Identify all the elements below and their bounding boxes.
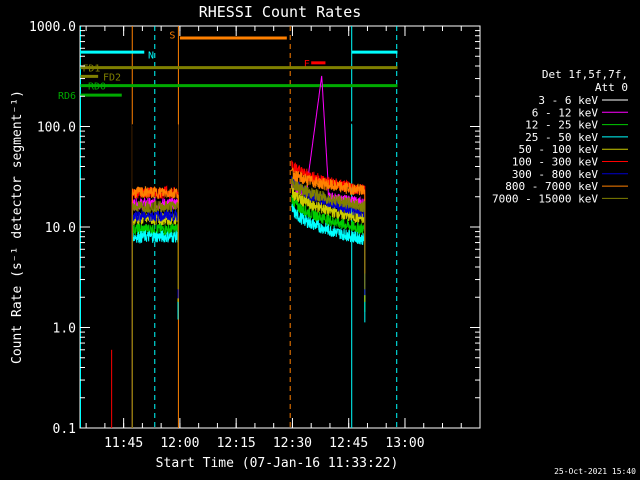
y-axis-ticks: 1000.0 100.0 10.0 1.0 0.1 [29, 20, 480, 437]
y-axis-label: Count Rate (s⁻¹ detector segment⁻¹) [10, 90, 25, 364]
x-tick-label: 11:45 [104, 436, 143, 451]
legend-label: 6 - 12 keV [532, 106, 599, 119]
x-tick-label: 12:00 [160, 436, 199, 451]
series-lines [131, 75, 366, 429]
footer-date: 25-Oct-2021 15:40 [554, 467, 636, 476]
series-line [131, 75, 366, 429]
flag-label-rd0: RD0 [88, 82, 106, 93]
legend-label: 12 - 25 keV [525, 119, 598, 132]
y-tick-label: 10.0 [45, 221, 76, 236]
chart-title: RHESSI Count Rates [199, 3, 362, 21]
legend-label: 25 - 50 keV [525, 131, 598, 144]
legend-label: 3 - 6 keV [538, 94, 598, 107]
series-line [131, 176, 366, 429]
legend-header-line1: Det 1f,5f,7f, [542, 68, 628, 81]
x-tick-label: 12:15 [217, 436, 256, 451]
x-axis-ticks: 11:45 12:00 12:15 12:30 12:45 13:00 [85, 26, 462, 451]
series-line [131, 81, 366, 429]
flag-label-fd1: FD1 [82, 64, 100, 75]
y-tick-label: 100.0 [37, 121, 76, 136]
y-tick-label: 1.0 [53, 322, 76, 337]
flag-label-rd6: RD6 [58, 91, 76, 102]
x-tick-label: 13:00 [385, 436, 424, 451]
flag-label-n: N [148, 51, 154, 62]
legend-label: 50 - 100 keV [519, 143, 599, 156]
flag-label-fd2: FD2 [103, 72, 121, 83]
x-tick-label: 12:30 [273, 436, 312, 451]
flag-label-s: S [169, 31, 175, 42]
legend-label: 7000 - 15000 keV [492, 192, 598, 205]
x-axis-label: Start Time (07-Jan-16 11:33:22) [156, 456, 399, 471]
legend-label: 300 - 800 keV [512, 168, 598, 181]
series-line [131, 203, 366, 429]
flag-label-f: F [304, 59, 310, 70]
y-tick-label: 1000.0 [29, 20, 76, 35]
legend-label: 100 - 300 keV [512, 156, 598, 169]
x-tick-label: 12:45 [329, 436, 368, 451]
legend-label: 800 - 7000 keV [505, 180, 598, 193]
y-tick-label: 0.1 [53, 422, 76, 437]
series-line [131, 167, 366, 429]
legend-header-line2: Att 0 [595, 81, 628, 94]
series-line [131, 176, 366, 429]
